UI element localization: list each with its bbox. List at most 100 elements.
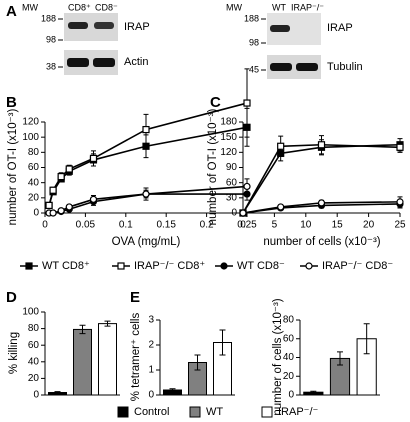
y-tick-label: 60	[226, 177, 238, 188]
y-tick-label: 3	[148, 315, 154, 326]
legend-swatch	[261, 406, 273, 418]
marker	[45, 201, 53, 210]
x-tick-label: 5	[272, 220, 278, 231]
y-axis-label: % tetramer⁺ cells	[130, 313, 142, 402]
mw-value: 188	[41, 13, 56, 23]
lane-label: IRAP⁻/⁻	[291, 2, 324, 12]
x-tick-label: 0.25	[237, 220, 257, 231]
marker	[49, 186, 57, 194]
y-tick-label: 0	[33, 208, 39, 219]
mw-label: MW	[22, 2, 38, 12]
protein-label: Actin	[124, 56, 148, 68]
y-tick-label: 2	[148, 340, 154, 351]
y-tick-label: 120	[220, 147, 237, 158]
legend-label: Control	[134, 406, 169, 418]
marker	[239, 209, 247, 217]
y-axis-label: number of OT-I (x10⁻³)	[7, 109, 19, 226]
mw-value: 38	[46, 61, 56, 71]
mw-value: 45	[249, 64, 259, 74]
band	[68, 22, 88, 29]
x-tick-label: 0	[240, 220, 246, 231]
error-bar	[54, 391, 61, 394]
bar	[73, 328, 92, 396]
lane-label: WT	[272, 2, 286, 12]
y-tick-label: 120	[22, 117, 39, 128]
error-bar	[337, 351, 343, 366]
legend-marker	[117, 262, 125, 270]
y-tick-label: 20	[283, 371, 295, 382]
y-tick-label: 20	[28, 373, 40, 384]
panel-label: B	[6, 94, 17, 111]
mw-value: 188	[244, 13, 259, 23]
legend-marker	[25, 262, 33, 270]
y-tick-label: 100	[22, 307, 39, 318]
y-tick-label: 60	[28, 162, 40, 173]
marker	[49, 209, 57, 217]
y-tick-label: 1	[148, 365, 154, 376]
x-tick-label: 0	[42, 220, 48, 231]
x-tick-label: 0.05	[76, 220, 96, 231]
error-bar	[169, 388, 176, 392]
y-tick-label: 40	[28, 356, 40, 367]
x-tick-label: 0.2	[200, 220, 214, 231]
y-tick-label: 40	[28, 177, 40, 188]
y-tick-label: 80	[28, 323, 40, 334]
marker	[65, 203, 73, 211]
band	[94, 22, 114, 29]
lane-label: CD8⁻	[95, 2, 118, 12]
error-bar	[219, 329, 226, 356]
x-axis-label: number of cells (x10⁻³)	[263, 236, 380, 248]
marker	[89, 195, 98, 203]
y-tick-label: 60	[283, 333, 295, 344]
y-tick-label: 100	[22, 132, 39, 143]
error-bar	[363, 323, 370, 355]
marker	[57, 173, 65, 181]
y-tick-label: 80	[283, 315, 295, 326]
y-tick-label: 30	[226, 192, 238, 203]
y-tick-label: 80	[28, 147, 40, 158]
legend-swatch	[189, 406, 201, 418]
legend-swatch	[117, 406, 129, 418]
y-tick-label: 180	[220, 117, 237, 128]
panel-label: A	[6, 3, 17, 20]
y-tick-label: 40	[283, 352, 295, 363]
marker	[317, 199, 326, 207]
band	[270, 25, 290, 32]
marker	[243, 182, 251, 191]
y-tick-label: 150	[220, 132, 237, 143]
marker	[396, 198, 404, 206]
x-tick-label: 20	[363, 220, 375, 231]
marker	[142, 190, 150, 198]
y-axis-label: number of cells (x10⁻³)	[272, 298, 284, 415]
error-bar	[104, 320, 111, 327]
y-tick-label: 20	[28, 192, 40, 203]
band	[296, 63, 318, 71]
panel-label: C	[210, 94, 221, 111]
x-tick-label: 15	[332, 220, 344, 231]
bar	[98, 323, 117, 396]
x-tick-label: 10	[300, 220, 312, 231]
panel-label: D	[6, 289, 17, 306]
marker	[57, 207, 65, 215]
mw-value: 98	[249, 37, 259, 47]
panel-label: E	[130, 289, 140, 306]
y-tick-label: 60	[28, 340, 40, 351]
band	[270, 63, 292, 71]
legend-marker	[220, 262, 228, 270]
marker	[277, 142, 285, 150]
x-axis-label: OVA (mg/mL)	[112, 236, 181, 248]
mw-value: 98	[46, 34, 56, 44]
x-tick-label: 25	[394, 220, 406, 231]
series-line	[242, 201, 401, 214]
error-bar	[194, 354, 201, 371]
y-tick-label: 90	[226, 162, 238, 173]
y-tick-label: 0	[148, 390, 154, 401]
lane-label: CD8⁺	[68, 2, 91, 12]
mw-label: MW	[226, 2, 242, 12]
legend-marker	[305, 262, 313, 270]
marker	[243, 99, 251, 107]
protein-label: Tubulin	[327, 61, 363, 73]
legend-label: IRAP⁻/⁻ CD8⁺	[134, 260, 205, 272]
legend-label: IRAP⁻/⁻	[278, 406, 319, 418]
marker	[396, 143, 404, 151]
